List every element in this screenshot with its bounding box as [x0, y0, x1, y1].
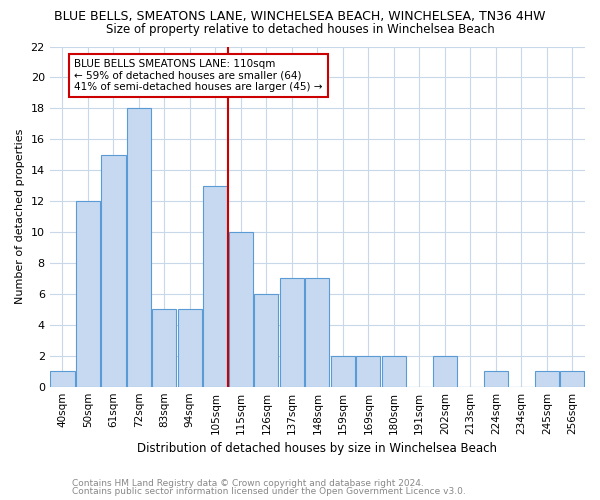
Bar — [484, 371, 508, 386]
Bar — [560, 371, 584, 386]
Bar — [280, 278, 304, 386]
Bar — [331, 356, 355, 386]
Bar — [356, 356, 380, 386]
Bar — [305, 278, 329, 386]
Text: BLUE BELLS SMEATONS LANE: 110sqm
← 59% of detached houses are smaller (64)
41% o: BLUE BELLS SMEATONS LANE: 110sqm ← 59% o… — [74, 59, 322, 92]
Bar — [433, 356, 457, 386]
Y-axis label: Number of detached properties: Number of detached properties — [15, 129, 25, 304]
Bar — [535, 371, 559, 386]
Bar — [254, 294, 278, 386]
Text: BLUE BELLS, SMEATONS LANE, WINCHELSEA BEACH, WINCHELSEA, TN36 4HW: BLUE BELLS, SMEATONS LANE, WINCHELSEA BE… — [54, 10, 546, 23]
Bar — [101, 154, 125, 386]
Bar — [76, 201, 100, 386]
Bar — [203, 186, 227, 386]
Bar — [152, 310, 176, 386]
Bar — [50, 371, 74, 386]
Bar — [178, 310, 202, 386]
Bar — [382, 356, 406, 386]
Bar — [127, 108, 151, 386]
Text: Contains HM Land Registry data © Crown copyright and database right 2024.: Contains HM Land Registry data © Crown c… — [72, 478, 424, 488]
Text: Contains public sector information licensed under the Open Government Licence v3: Contains public sector information licen… — [72, 487, 466, 496]
Text: Size of property relative to detached houses in Winchelsea Beach: Size of property relative to detached ho… — [106, 22, 494, 36]
X-axis label: Distribution of detached houses by size in Winchelsea Beach: Distribution of detached houses by size … — [137, 442, 497, 455]
Bar — [229, 232, 253, 386]
